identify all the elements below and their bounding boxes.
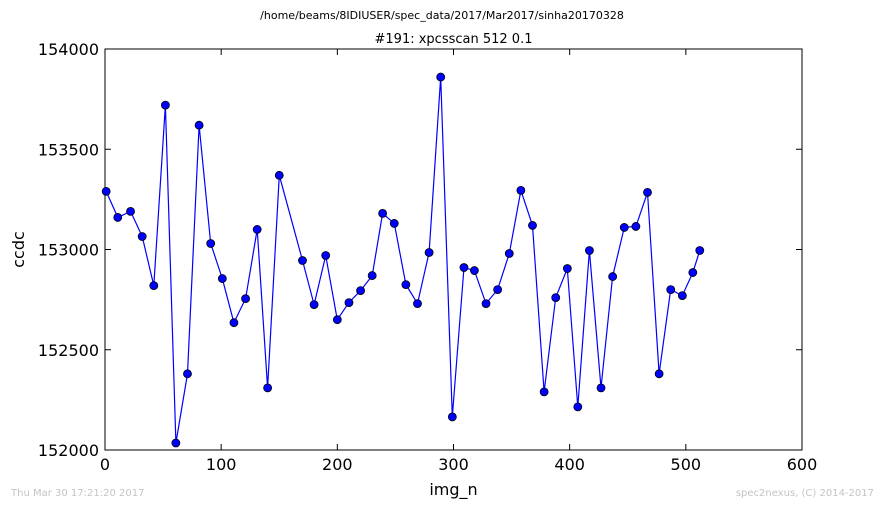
data-point	[436, 72, 446, 82]
data-point	[161, 100, 170, 110]
data-point	[447, 412, 457, 422]
data-point	[695, 246, 705, 255]
data-point	[241, 294, 250, 304]
y-tick-label: 154000	[38, 40, 99, 59]
data-point	[424, 248, 434, 257]
data-point	[504, 249, 514, 258]
data-point	[643, 187, 652, 197]
data-point	[413, 299, 422, 309]
x-tick-label: 400	[554, 455, 585, 474]
data-point	[367, 271, 377, 280]
data-point	[688, 268, 698, 277]
suptitle: /home/beams/8IDIUSER/spec_data/2017/Mar2…	[260, 9, 624, 22]
x-tick-label: 500	[671, 455, 702, 474]
data-point	[194, 120, 204, 130]
data-point	[596, 383, 606, 393]
y-axis-label: ccdc	[9, 231, 28, 268]
data-point	[149, 281, 159, 290]
y-tick-label: 153000	[38, 241, 99, 260]
chart-title: #191: xpcsscan 512 0.1	[375, 32, 533, 47]
data-point	[459, 263, 469, 272]
data-point	[321, 251, 331, 260]
data-point	[206, 239, 216, 248]
data-point	[389, 219, 399, 228]
data-point	[585, 246, 594, 255]
footer-timestamp: Thu Mar 30 17:21:20 2017	[11, 488, 145, 499]
data-point	[378, 209, 388, 218]
data-point	[631, 222, 641, 231]
footer-credit: spec2nexus, (C) 2014-2017	[735, 488, 874, 499]
data-point	[274, 170, 284, 180]
data-point	[573, 402, 583, 412]
x-tick-label: 100	[206, 455, 237, 474]
data-point	[654, 369, 664, 379]
series-line	[105, 77, 701, 444]
data-point	[677, 291, 687, 301]
data-point	[470, 266, 479, 275]
data-point	[263, 383, 273, 393]
data-point	[356, 286, 365, 296]
x-axis-label: img_n	[429, 480, 477, 500]
data-point	[666, 285, 676, 295]
data-point	[171, 438, 181, 448]
data-point	[401, 280, 411, 289]
data-point	[608, 272, 618, 281]
data-point	[493, 285, 503, 295]
data-point	[252, 225, 262, 234]
data-point	[516, 185, 526, 195]
data-point	[101, 186, 111, 196]
data-point	[137, 232, 147, 241]
x-tick-label: 600	[787, 455, 818, 474]
data-point	[551, 293, 561, 303]
data-point	[113, 213, 123, 222]
data-point	[528, 221, 537, 230]
plot-area	[104, 48, 803, 451]
data-point	[332, 315, 342, 325]
x-tick-label: 200	[322, 455, 353, 474]
data-point	[481, 299, 491, 309]
y-tick-label: 152000	[38, 441, 99, 460]
data-point	[298, 256, 307, 265]
data-point	[539, 387, 549, 397]
data-point	[229, 318, 239, 328]
y-tick-label: 152500	[38, 341, 99, 360]
data-point	[309, 300, 319, 310]
x-tick-label: 0	[100, 455, 110, 474]
data-point	[183, 369, 192, 379]
data-point	[619, 223, 629, 232]
data-point	[344, 298, 354, 308]
data-point	[217, 274, 227, 283]
data-point	[126, 207, 135, 216]
data-point	[562, 264, 572, 273]
x-tick-label: 300	[438, 455, 469, 474]
y-tick-label: 153500	[38, 140, 99, 159]
